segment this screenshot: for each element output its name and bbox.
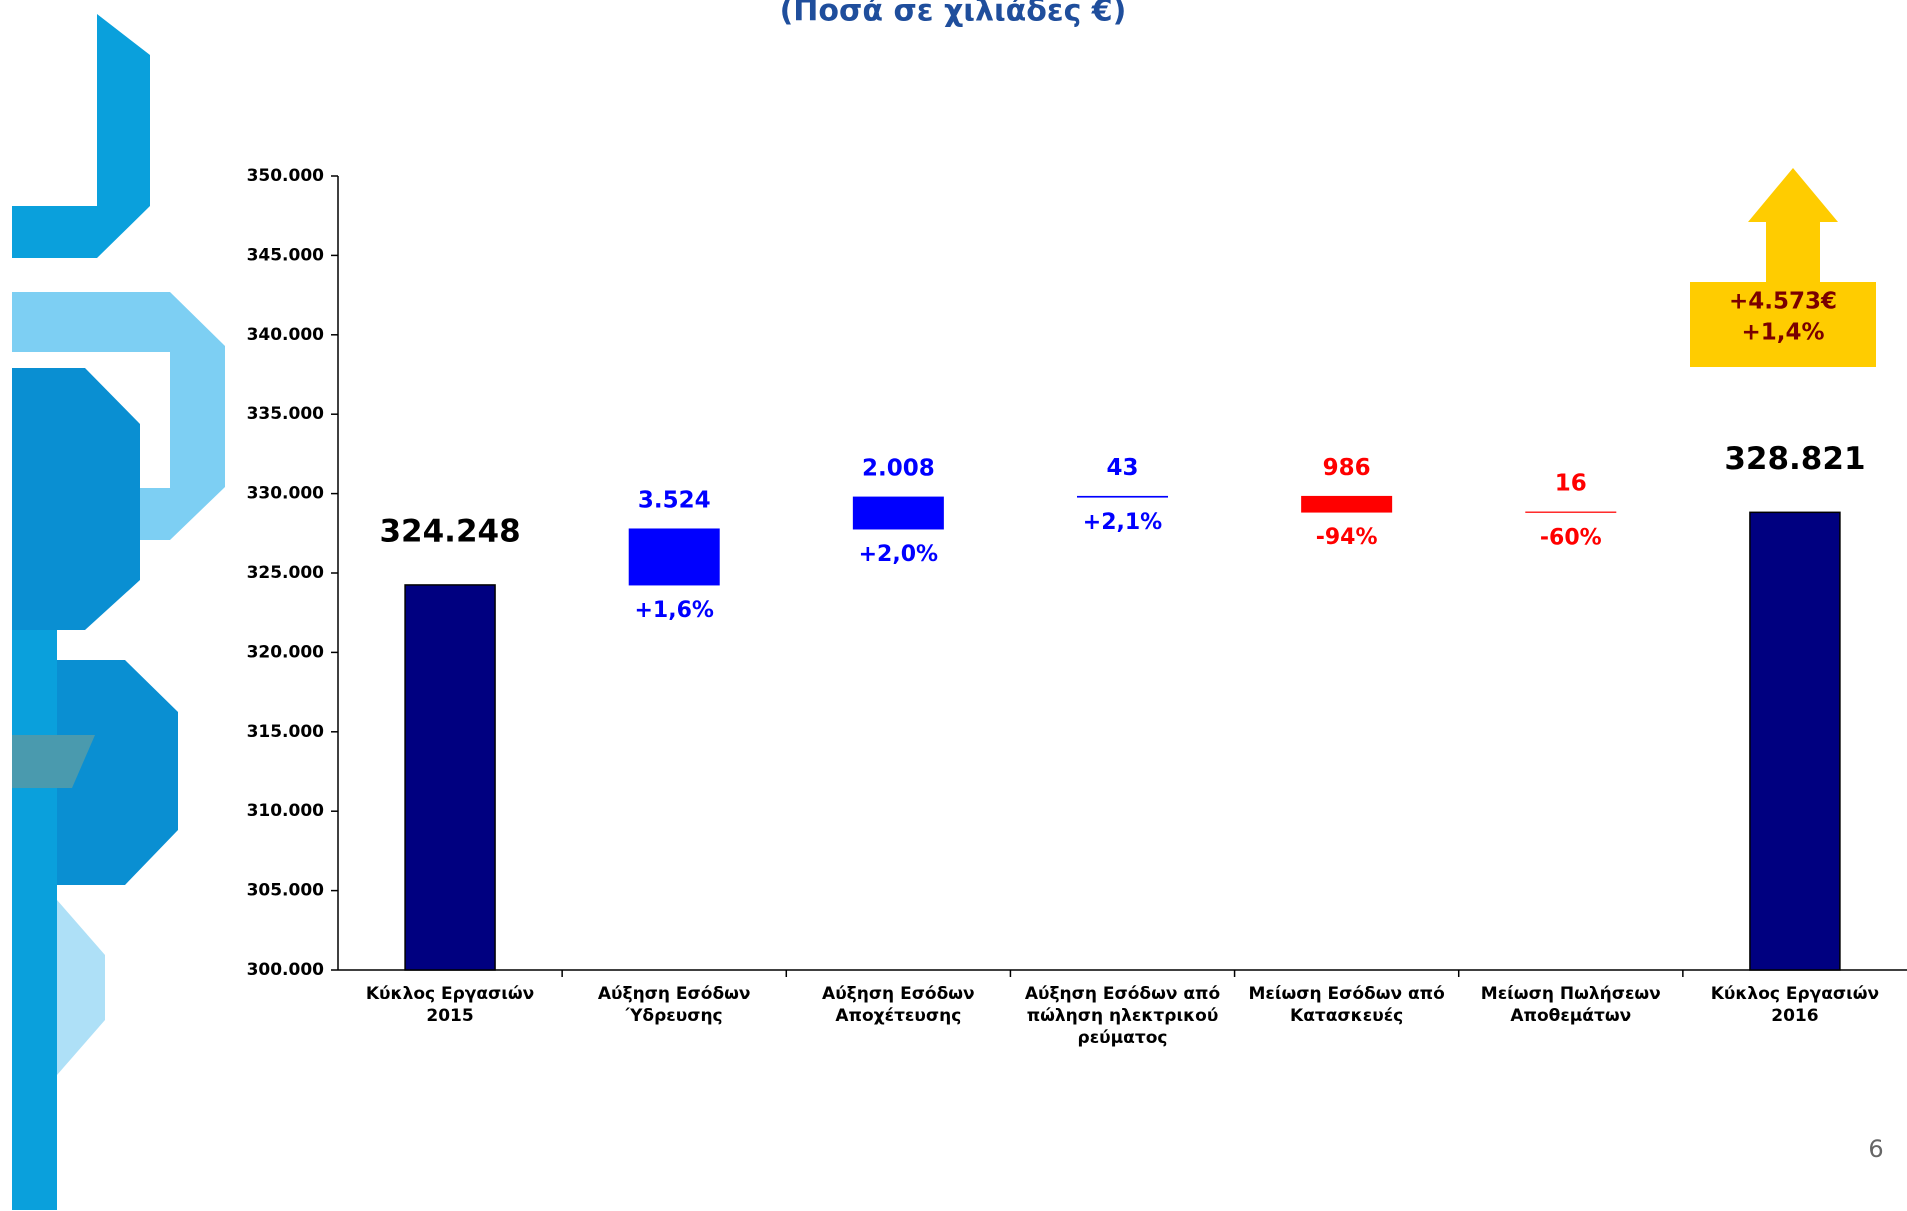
change-label: +1,6% (634, 598, 713, 623)
change-label: +2,0% (859, 542, 938, 567)
bar (852, 496, 944, 530)
x-tick-label: Αύξηση Εσόδων από πώληση ηλεκτρικού ρεύμ… (1024, 984, 1221, 1048)
chart-title: (Ποσά σε χιλιάδες €) (780, 0, 1127, 29)
page-number: 6 (1868, 1135, 1883, 1163)
value-label: 2.008 (862, 456, 935, 482)
x-tick-label: Μείωση Εσόδων από Κατασκευές (1248, 984, 1445, 1026)
value-label: 324.248 (379, 513, 520, 549)
bar (404, 584, 496, 971)
value-label: 328.821 (1724, 441, 1865, 477)
y-tick-label: 305.000 (247, 881, 325, 901)
y-tick-label: 315.000 (247, 722, 325, 742)
bar (1077, 495, 1168, 498)
value-label: 43 (1106, 455, 1138, 481)
y-tick-label: 340.000 (247, 325, 325, 345)
annotation-text: +1,4% (1741, 320, 1824, 346)
change-label: +2,1% (1083, 510, 1162, 535)
y-tick-label: 300.000 (247, 960, 325, 980)
y-tick-label: 335.000 (247, 404, 325, 424)
value-label: 3.524 (638, 487, 711, 513)
change-label: -94% (1316, 525, 1378, 550)
value-label: 16 (1555, 471, 1587, 497)
x-tick-label: Κύκλος Εργασιών 2015 (365, 984, 535, 1026)
logo (12, 14, 225, 1210)
y-tick-label: 320.000 (247, 642, 325, 662)
annotation: +4.573€ +1,4% (1690, 168, 1876, 367)
bar (628, 528, 720, 586)
x-tick-label: Μείωση Πωλήσεων Αποθεμάτων (1480, 984, 1661, 1026)
value-label: 986 (1323, 455, 1371, 481)
y-tick-label: 330.000 (247, 484, 325, 504)
x-tick-label: Κύκλος Εργασιών 2016 (1710, 984, 1880, 1026)
y-tick-label: 325.000 (247, 563, 325, 583)
annotation-text: +4.573€ (1729, 289, 1837, 315)
bar (1301, 495, 1393, 513)
y-tick-label: 345.000 (247, 245, 325, 265)
y-tick-label: 310.000 (247, 801, 325, 821)
change-label: -60% (1540, 525, 1602, 550)
bar (1749, 511, 1841, 971)
x-tick-label: Αύξηση Εσόδων Ύδρευσης (597, 984, 751, 1026)
y-tick-label: 350.000 (247, 166, 325, 186)
x-tick-label: Αύξηση Εσόδων Αποχέτευσης (822, 984, 975, 1026)
